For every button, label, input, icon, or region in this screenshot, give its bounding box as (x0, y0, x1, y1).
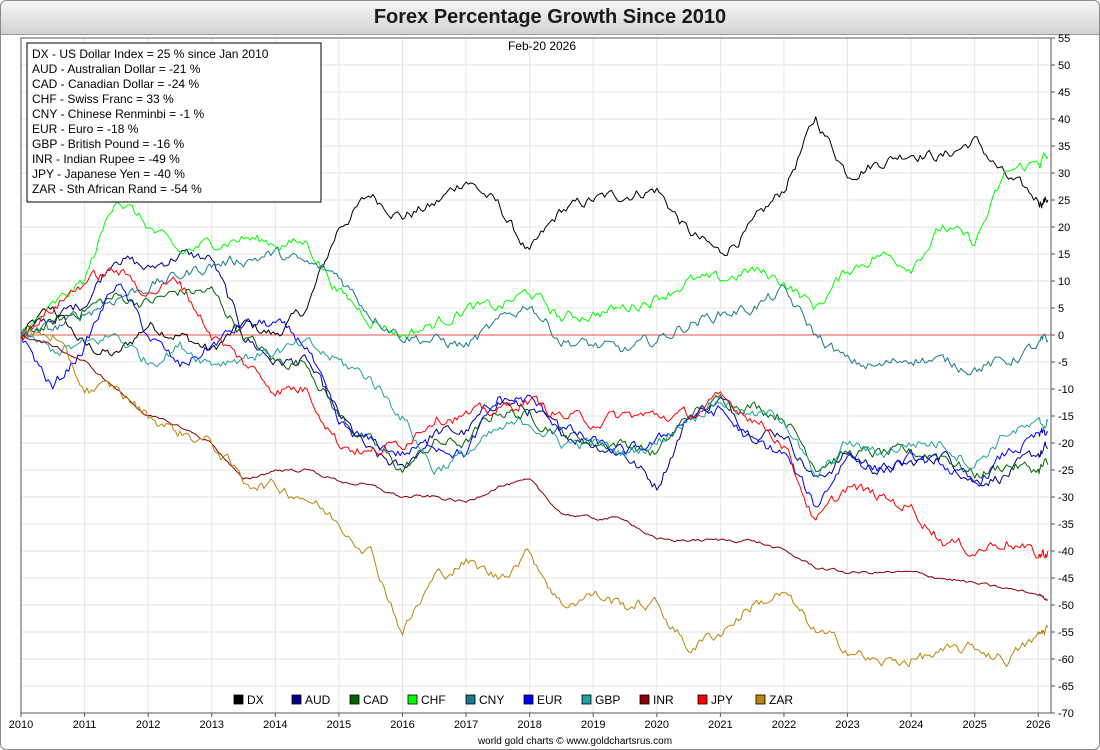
series-line-chf (20, 152, 1049, 340)
y-tick-label: -60 (1058, 654, 1074, 666)
legend-label: INR (653, 693, 674, 707)
y-axis-ticks: 5550454035302520151050-5-10-15-20-25-30-… (1051, 33, 1074, 720)
annotation-line: ZAR - Sth African Rand = -54 % (32, 182, 202, 196)
annotation-box: DX - US Dollar Index = 25 % since Jan 20… (26, 42, 322, 203)
legend-swatch (465, 694, 476, 705)
legend-swatch (697, 694, 708, 705)
y-tick-label: -70 (1058, 708, 1074, 720)
y-tick-label: 20 (1058, 222, 1070, 234)
x-tick-label: 2018 (517, 719, 541, 731)
x-tick-label: 2022 (772, 719, 796, 731)
footer-credit: world gold charts © www.goldchartsrus.co… (477, 736, 672, 747)
legend-label: CNY (479, 693, 504, 707)
y-tick-label: -25 (1058, 465, 1074, 477)
y-tick-label: -40 (1058, 546, 1074, 558)
legend-swatch (523, 694, 534, 705)
x-tick-label: 2014 (263, 719, 287, 731)
annotation-line: CAD - Canadian Dollar = -24 % (32, 77, 199, 91)
y-tick-label: 55 (1058, 33, 1070, 45)
y-tick-label: 0 (1058, 330, 1064, 342)
legend-swatch (581, 694, 592, 705)
plot-border (20, 37, 1052, 714)
series-line-inr (20, 334, 1049, 601)
x-tick-label: 2023 (835, 719, 859, 731)
legend-swatch (349, 694, 360, 705)
y-tick-label: 10 (1058, 276, 1070, 288)
legend-swatch (755, 694, 766, 705)
series-line-aud (20, 248, 1048, 491)
y-tick-label: -20 (1058, 438, 1074, 450)
y-tick-label: -50 (1058, 600, 1074, 612)
annotation-line: AUD - Australian Dollar = -21 % (32, 62, 201, 76)
y-tick-label: -45 (1058, 573, 1074, 585)
legend-label: DX (247, 693, 264, 707)
y-tick-label: 40 (1058, 114, 1070, 126)
y-tick-label: -35 (1058, 519, 1074, 531)
legend-swatch (407, 694, 418, 705)
date-label: Feb-20 2026 (508, 39, 576, 53)
y-tick-label: 30 (1058, 168, 1070, 180)
series-line-eur (20, 283, 1049, 508)
x-tick-label: 2021 (708, 719, 732, 731)
y-tick-label: 35 (1058, 141, 1070, 153)
x-tick-label: 2010 (9, 719, 33, 731)
chart-title: Forex Percentage Growth Since 2010 (1, 1, 1099, 35)
annotation-line: CHF - Swiss Franc = 33 % (32, 92, 174, 106)
x-tick-label: 2020 (645, 719, 669, 731)
x-tick-label: 2013 (199, 719, 223, 731)
annotation-line: GBP - British Pound = -16 % (32, 137, 185, 151)
y-tick-label: -15 (1058, 411, 1074, 423)
y-tick-label: 45 (1058, 87, 1070, 99)
series-line-cad (20, 286, 1049, 479)
legend-label: AUD (305, 693, 331, 707)
legend: DX AUD CAD CHF CNY EUR GBP INR JPY ZAR (233, 693, 793, 707)
annotation-line: DX - US Dollar Index = 25 % since Jan 20… (32, 47, 269, 61)
series-lines (20, 116, 1049, 668)
annotation-line: CNY - Chinese Renminbi = -1 % (32, 107, 205, 121)
y-tick-label: 25 (1058, 195, 1070, 207)
legend-label: JPY (711, 693, 733, 707)
x-tick-label: 2011 (73, 719, 97, 731)
annotation-box-border (26, 42, 322, 203)
legend-swatch (639, 694, 650, 705)
series-line-cny (20, 246, 1049, 376)
legend-swatch (233, 694, 244, 705)
legend-label: CAD (363, 693, 389, 707)
y-tick-label: 15 (1058, 249, 1070, 261)
legend-label: ZAR (769, 693, 793, 707)
legend-swatch (291, 694, 302, 705)
x-tick-label: 2017 (454, 719, 478, 731)
x-tick-label: 2016 (390, 719, 414, 731)
annotation-line: EUR - Euro = -18 % (32, 122, 139, 136)
y-tick-label: -10 (1058, 384, 1074, 396)
x-axis-ticks: 2010 2011 2012 2013 2014 2015 2016 2017 2018 2019… (9, 713, 1051, 731)
y-tick-label: 50 (1058, 60, 1070, 72)
x-tick-label: 2026 (1026, 719, 1050, 731)
y-tick-label: -65 (1058, 681, 1074, 693)
annotation-line: JPY - Japanese Yen = -40 % (32, 167, 185, 181)
legend-label: CHF (421, 693, 446, 707)
series-line-gbp (20, 330, 1049, 478)
series-line-dx (20, 116, 1049, 357)
y-tick-label: 5 (1058, 303, 1064, 315)
y-tick-label: -5 (1058, 357, 1068, 369)
legend-label: EUR (537, 693, 563, 707)
x-tick-label: 2012 (136, 719, 160, 731)
series-line-zar (20, 329, 1049, 668)
series-line-jpy (20, 267, 1049, 559)
y-tick-label: -55 (1058, 627, 1074, 639)
y-tick-label: -30 (1058, 492, 1074, 504)
annotation-line: INR - Indian Rupee = -49 % (32, 152, 180, 166)
x-tick-label: 2015 (327, 719, 351, 731)
legend-label: GBP (595, 693, 620, 707)
x-tick-label: 2025 (962, 719, 986, 731)
x-tick-label: 2024 (899, 719, 923, 731)
x-tick-label: 2019 (581, 719, 605, 731)
